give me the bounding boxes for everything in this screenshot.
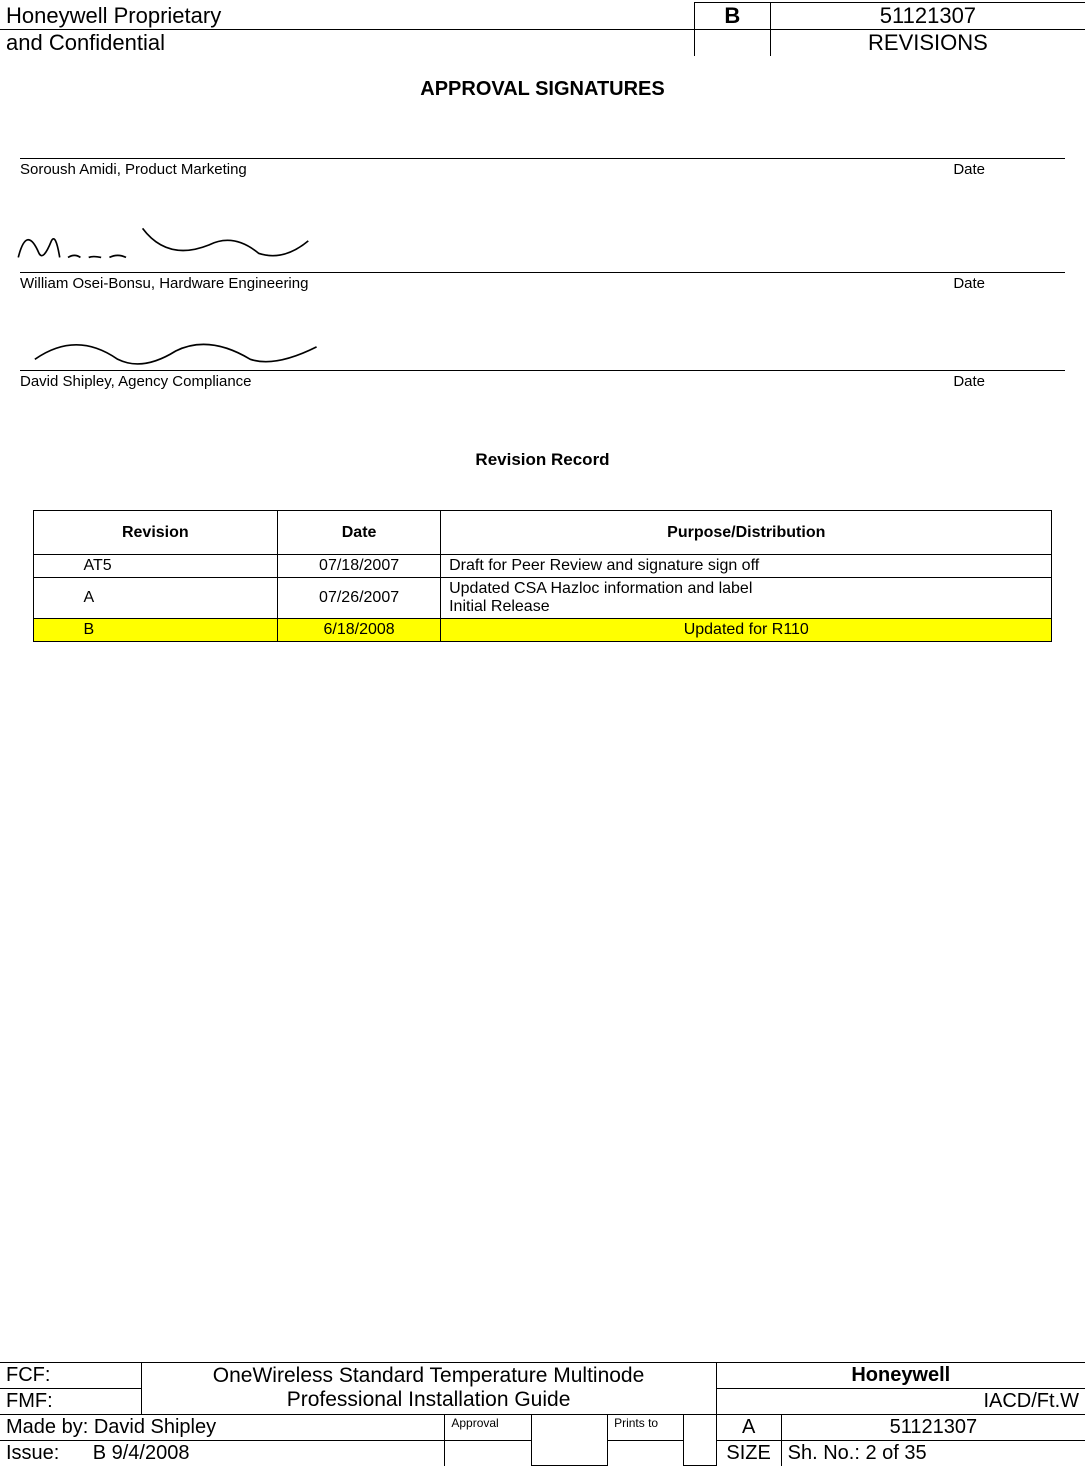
prints-to-blank2: [608, 1440, 684, 1466]
table-row: B6/18/2008Updated for R110: [33, 619, 1052, 642]
revision-tbody: AT507/18/2007Draft for Peer Review and s…: [33, 555, 1052, 642]
rev-header-purpose: Purpose/Distribution: [441, 511, 1052, 555]
footer-title-line2: Professional Installation Guide: [287, 1388, 571, 1411]
date-cell: 07/26/2007: [278, 578, 441, 619]
fmf-label: FMF:: [0, 1388, 141, 1414]
sig-date-label-3: Date: [953, 373, 985, 390]
signature-image-3: [10, 322, 341, 380]
footer-doc-number: 51121307: [781, 1414, 1085, 1440]
approval-blank: [532, 1414, 608, 1466]
rev-cell: A: [33, 578, 278, 619]
footer-table: FCF: OneWireless Standard Temperature Mu…: [0, 1362, 1085, 1467]
fcf-label: FCF:: [0, 1362, 141, 1388]
rev-letter: B: [694, 3, 770, 30]
doc-number-top: 51121307: [770, 3, 1085, 30]
sig-date-label-1: Date: [953, 161, 985, 178]
approval-signatures-title: APPROVAL SIGNATURES: [0, 78, 1085, 101]
purpose-cell: Updated CSA Hazloc information and label…: [441, 578, 1052, 619]
footer-company: Honeywell: [716, 1362, 1085, 1388]
rev-header-revision: Revision: [33, 511, 278, 555]
made-by: Made by: David Shipley: [0, 1414, 445, 1440]
prints-to-blank: [684, 1414, 717, 1466]
rev-blank: [694, 30, 770, 57]
owner-line-1: Honeywell Proprietary: [0, 3, 694, 30]
sig-name-2: William Osei-Bonsu, Hardware Engineering: [20, 275, 308, 292]
footer-title: OneWireless Standard Temperature Multino…: [141, 1362, 716, 1414]
sig-date-label-2: Date: [953, 275, 985, 292]
footer-title-line1: OneWireless Standard Temperature Multino…: [213, 1364, 645, 1387]
sig-line-1: [20, 157, 1065, 159]
approval-blank2: [445, 1440, 532, 1466]
date-cell: 07/18/2007: [278, 555, 441, 578]
revision-table: Revision Date Purpose/Distribution AT507…: [33, 510, 1053, 642]
issue-row: Issue: B 9/4/2008: [0, 1440, 445, 1466]
issue-value: B 9/4/2008: [93, 1442, 190, 1464]
footer-site: IACD/Ft.W: [716, 1388, 1085, 1414]
purpose-cell: Draft for Peer Review and signature sign…: [441, 555, 1052, 578]
header-table: Honeywell Proprietary B 51121307 and Con…: [0, 2, 1085, 56]
revision-record-title: Revision Record: [0, 450, 1085, 470]
rev-header-date: Date: [278, 511, 441, 555]
size-letter: A: [716, 1414, 781, 1440]
table-row: A07/26/2007Updated CSA Hazloc informatio…: [33, 578, 1052, 619]
signature-image-2: [10, 216, 341, 274]
prints-to-label: Prints to: [608, 1414, 684, 1440]
table-row: AT507/18/2007Draft for Peer Review and s…: [33, 555, 1052, 578]
rev-cell: B: [33, 619, 278, 642]
purpose-cell: Updated for R110: [441, 619, 1052, 642]
revisions-label: REVISIONS: [770, 30, 1085, 57]
signature-block: Soroush Amidi, Product Marketing Date Wi…: [20, 157, 1065, 390]
approval-label: Approval: [445, 1414, 532, 1440]
size-label: SIZE: [716, 1440, 781, 1466]
issue-label: Issue:: [6, 1442, 59, 1464]
rev-cell: AT5: [33, 555, 278, 578]
sig-name-3: David Shipley, Agency Compliance: [20, 373, 252, 390]
date-cell: 6/18/2008: [278, 619, 441, 642]
owner-line-2: and Confidential: [0, 30, 694, 57]
sheet-number: Sh. No.: 2 of 35: [781, 1440, 1085, 1466]
sig-name-1: Soroush Amidi, Product Marketing: [20, 161, 247, 178]
